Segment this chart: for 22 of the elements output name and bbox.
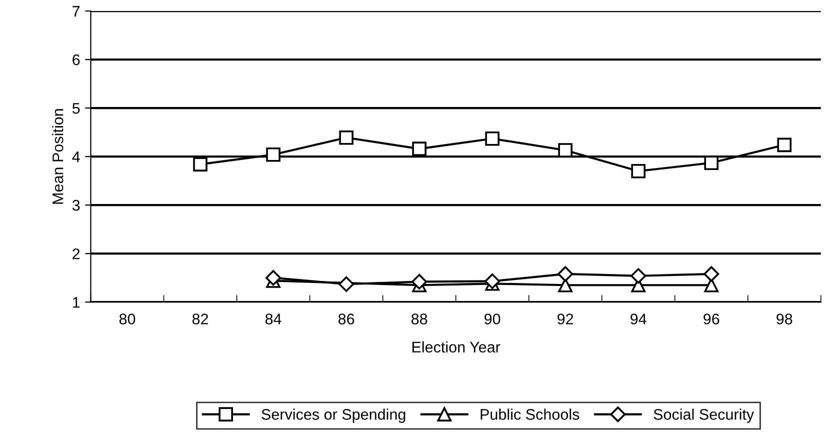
x-tick-label: 84 — [265, 314, 282, 324]
y-tick-label: 2 — [72, 248, 80, 260]
x-tick-label: 82 — [192, 314, 208, 324]
x-tick-label: 88 — [411, 314, 428, 324]
y-axis-title: Mean Position — [52, 109, 64, 204]
x-tick-label: 98 — [776, 314, 792, 324]
y-tick-label: 6 — [72, 54, 80, 66]
y-tick-label: 5 — [72, 103, 80, 114]
legend-label: Public Schools — [480, 408, 580, 420]
x-tick-label: 90 — [484, 314, 500, 324]
x-tick-label: 92 — [558, 314, 574, 324]
y-tick-label: 3 — [72, 200, 80, 211]
x-tick-label: 96 — [704, 314, 720, 324]
y-tick-label: 4 — [72, 152, 80, 162]
y-tick-label: 1 — [73, 297, 80, 308]
legend-label: Social Security — [654, 408, 754, 423]
x-tick-label: 94 — [630, 314, 646, 324]
y-tick-label: 7 — [72, 6, 80, 17]
legend-label: Services or Spending — [262, 408, 406, 423]
x-tick-label: 86 — [338, 314, 354, 324]
x-tick-label: 80 — [119, 314, 136, 324]
x-axis-title: Election Year — [412, 341, 500, 353]
